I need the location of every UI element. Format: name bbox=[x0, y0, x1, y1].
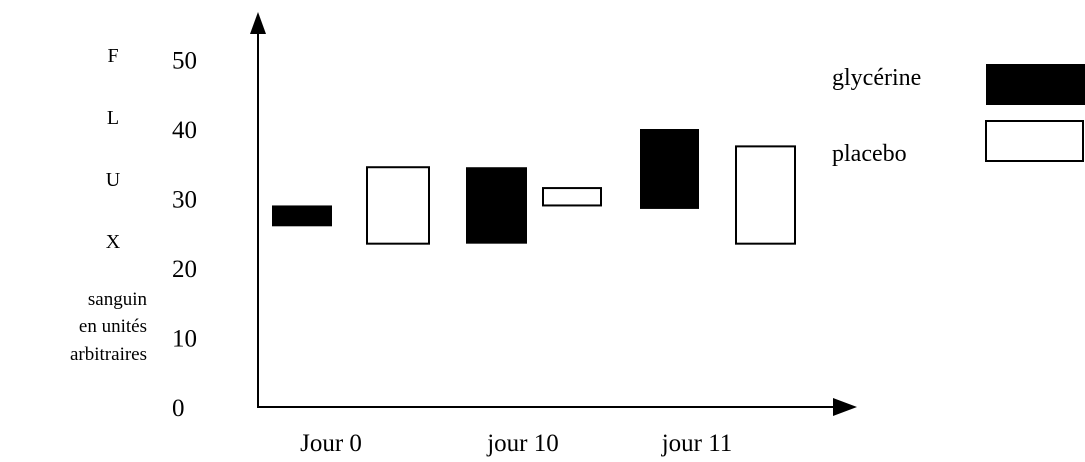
legend-swatch-placebo bbox=[985, 120, 1084, 162]
axes bbox=[250, 12, 857, 416]
legend-label-glycerine: glycérine bbox=[832, 65, 921, 91]
y-axis-label-letter: F bbox=[107, 45, 118, 67]
y-axis-label-line: sanguin bbox=[88, 289, 148, 310]
bar-placebo bbox=[735, 145, 796, 245]
y-tick-label: 30 bbox=[172, 187, 197, 214]
legend-swatch-glycerine bbox=[986, 64, 1085, 105]
y-axis-label-letter: L bbox=[107, 107, 119, 129]
y-tick-label: 20 bbox=[172, 256, 197, 283]
y-axis-label-letter: X bbox=[106, 231, 121, 253]
x-tick-labels: Jour 0 jour 10 jour 11 bbox=[300, 430, 732, 457]
y-axis-label-line: arbitraires bbox=[70, 344, 147, 365]
y-axis-label: F L U X sanguin en unités arbitraires bbox=[70, 45, 148, 365]
y-axis-arrowhead bbox=[250, 12, 266, 34]
bar-glycerine bbox=[640, 129, 699, 209]
y-tick-label: 40 bbox=[172, 117, 197, 144]
y-tick-label: 50 bbox=[172, 48, 197, 75]
y-tick-label: 0 bbox=[172, 395, 185, 422]
bar-placebo bbox=[366, 166, 430, 245]
y-axis-label-letter: U bbox=[106, 169, 121, 191]
bars bbox=[272, 129, 796, 245]
y-tick-label: 10 bbox=[172, 326, 197, 353]
y-tick-labels: 0 10 20 30 40 50 bbox=[172, 48, 197, 423]
x-tick-label: Jour 0 bbox=[300, 430, 362, 457]
legend-label-placebo: placebo bbox=[832, 141, 907, 167]
x-tick-label: jour 10 bbox=[486, 430, 559, 457]
x-axis-arrowhead bbox=[833, 398, 857, 416]
y-axis-label-line: en unités bbox=[79, 316, 147, 337]
x-tick-label: jour 11 bbox=[661, 430, 733, 457]
legend: glycérine placebo bbox=[832, 64, 1085, 167]
bar-glycerine bbox=[272, 205, 332, 227]
bar-glycerine bbox=[466, 167, 527, 244]
bar-placebo bbox=[542, 187, 602, 207]
